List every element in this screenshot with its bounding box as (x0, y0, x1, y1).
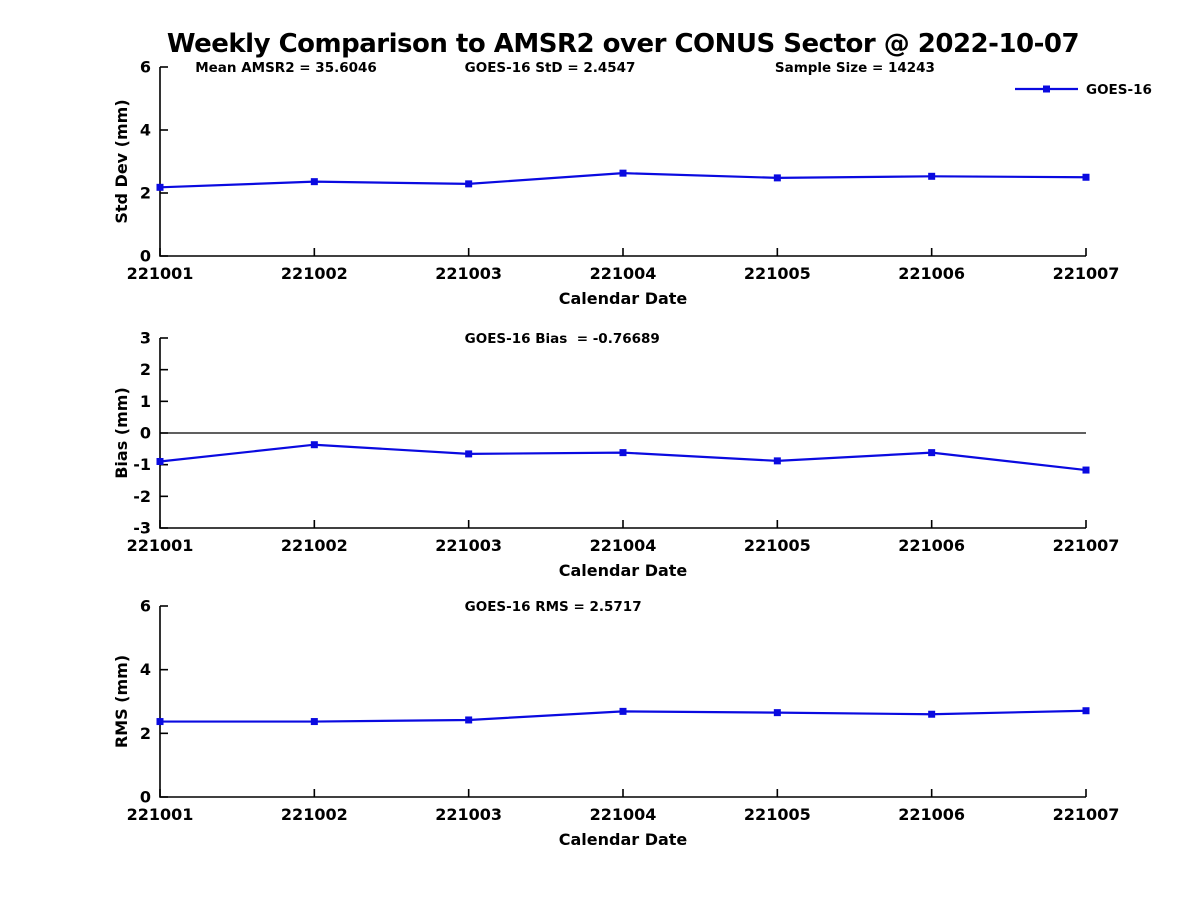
x-axis-title: Calendar Date (559, 561, 688, 580)
x-tick-label: 221007 (1053, 805, 1120, 824)
series-marker (310, 178, 318, 186)
y-axis-title: RMS (mm) (112, 655, 131, 748)
x-tick-label: 221003 (435, 536, 502, 555)
y-tick-label: -1 (133, 455, 151, 474)
figure-title: Weekly Comparison to AMSR2 over CONUS Se… (166, 29, 1080, 59)
x-tick-label: 221005 (744, 536, 811, 555)
y-tick-label: 2 (140, 184, 151, 203)
series-marker (1082, 173, 1090, 181)
series-marker (619, 707, 627, 715)
x-tick-label: 221005 (744, 805, 811, 824)
series-marker (1082, 707, 1090, 715)
y-tick-label: 1 (140, 392, 151, 411)
series-marker (156, 183, 164, 191)
series-marker (773, 174, 781, 182)
legend-marker (1043, 85, 1050, 93)
legend: GOES-16 (1015, 82, 1152, 98)
series-marker (310, 441, 318, 449)
axes-spines (159, 606, 1086, 798)
series-marker (773, 709, 781, 717)
x-tick-label: 221001 (127, 805, 194, 824)
x-tick-label: 221006 (898, 805, 965, 824)
subplot-annotation: Sample Size = 14243 (775, 60, 935, 76)
y-tick-label: -3 (133, 519, 151, 538)
y-tick-label: 6 (140, 58, 151, 77)
series-marker (156, 458, 164, 465)
series-marker (310, 718, 318, 726)
axes-spines (159, 67, 1086, 257)
x-tick-label: 221002 (281, 536, 348, 555)
legend-label: GOES-16 (1086, 82, 1152, 98)
series-marker (465, 716, 473, 724)
y-tick-label: 0 (140, 424, 151, 443)
series-marker (928, 172, 936, 180)
y-tick-label: 3 (140, 329, 151, 348)
x-tick-label: 221002 (281, 805, 348, 824)
y-tick-label: 6 (140, 597, 151, 616)
series-marker (619, 169, 627, 177)
series-marker (465, 180, 473, 188)
series-marker (465, 450, 473, 458)
x-tick-label: 221004 (590, 805, 657, 824)
y-tick-label: 2 (140, 724, 151, 743)
series-marker (619, 449, 627, 457)
x-tick-label: 221004 (590, 264, 657, 283)
x-tick-label: 221003 (435, 264, 502, 283)
series-marker (928, 710, 936, 718)
subplot-2: -3 -2 -1 0 1 2 3 221001 221002 221003 221004 221005… (112, 329, 1119, 581)
x-axis-title: Calendar Date (559, 289, 688, 308)
y-tick-label: 4 (140, 121, 151, 140)
x-tick-label: 221003 (435, 805, 502, 824)
y-tick-label: 2 (140, 360, 151, 379)
series-line (159, 443, 1087, 472)
subplot-annotation: Mean AMSR2 = 35.6046 (195, 60, 377, 76)
series-marker (1082, 466, 1090, 474)
x-tick-label: 221004 (590, 536, 657, 555)
subplot-annotation: GOES-16 Bias = -0.76689 (465, 331, 660, 347)
x-tick-label: 221002 (281, 264, 348, 283)
x-tick-label: 221005 (744, 264, 811, 283)
y-axis-title: Bias (mm) (112, 387, 131, 479)
subplot-annotation: GOES-16 StD = 2.4547 (465, 60, 636, 76)
x-tick-label: 221007 (1053, 264, 1120, 283)
x-tick-label: 221007 (1053, 536, 1120, 555)
series-marker (928, 449, 936, 457)
x-tick-label: 221006 (898, 264, 965, 283)
x-tick-label: 221001 (127, 536, 194, 555)
series-marker (156, 718, 164, 726)
y-tick-label: 0 (140, 788, 151, 807)
y-axis-title: Std Dev (mm) (112, 99, 131, 223)
y-tick-label: 4 (140, 660, 151, 679)
series-marker (773, 457, 781, 465)
y-tick-label: 0 (140, 247, 151, 266)
x-tick-label: 221006 (898, 536, 965, 555)
subplot-annotation: GOES-16 RMS = 2.5717 (465, 599, 642, 615)
x-axis-title: Calendar Date (559, 830, 688, 849)
subplot-3: 0 2 4 6 221001 221002 221003 221004 221005 221006… (112, 597, 1119, 850)
y-tick-label: -2 (133, 487, 151, 506)
subplot-1: 0 2 4 6 221001 221002 221003 221004 221005 221006… (112, 58, 1152, 309)
x-tick-label: 221001 (127, 264, 194, 283)
